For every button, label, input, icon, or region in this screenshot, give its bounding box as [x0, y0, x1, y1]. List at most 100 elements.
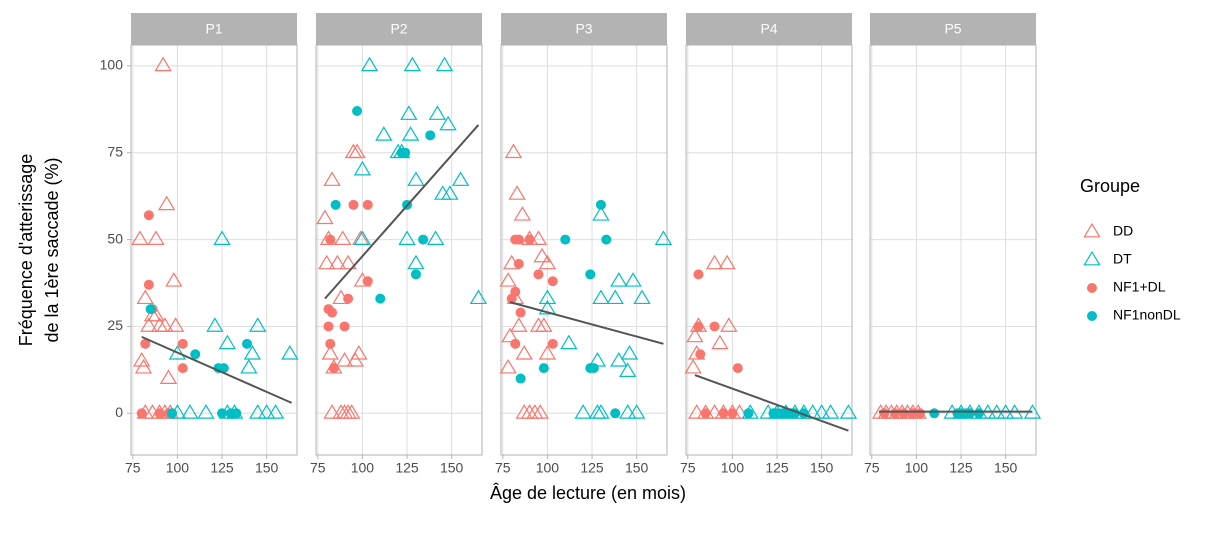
point — [693, 321, 704, 332]
x-tick-label: 125 — [210, 460, 234, 476]
point — [249, 404, 267, 419]
x-tick-label: 125 — [395, 460, 419, 476]
point — [403, 56, 422, 72]
legend-label: DD — [1113, 223, 1133, 239]
point — [343, 293, 354, 304]
point — [327, 307, 338, 318]
point — [134, 358, 153, 374]
point — [499, 358, 517, 374]
y-axis-label: de la 1ère saccade (%) — [42, 157, 62, 342]
point — [213, 230, 231, 245]
point — [136, 408, 147, 419]
point — [418, 234, 429, 245]
point — [426, 230, 445, 245]
x-tick-label: 150 — [255, 460, 279, 476]
point — [610, 272, 628, 287]
point — [328, 254, 347, 270]
x-tick-label: 100 — [351, 460, 375, 476]
y-tick-label: 100 — [100, 57, 124, 73]
point — [510, 338, 521, 349]
point — [510, 317, 528, 332]
point — [348, 143, 366, 159]
point — [145, 304, 156, 315]
point — [684, 358, 702, 374]
panel-background — [686, 45, 852, 455]
point — [560, 334, 578, 350]
point — [879, 408, 890, 419]
point — [140, 317, 158, 332]
point — [633, 289, 651, 305]
point — [727, 408, 738, 419]
y-tick-label: 25 — [107, 317, 123, 333]
point — [914, 408, 925, 419]
point — [610, 408, 621, 419]
point — [330, 199, 341, 210]
x-tick-label: 75 — [125, 460, 141, 476]
point — [513, 258, 524, 269]
point — [281, 345, 299, 360]
point — [407, 254, 425, 270]
point — [158, 195, 176, 211]
x-tick-label: 150 — [440, 460, 464, 476]
strip — [131, 13, 297, 45]
y-tick-label: 0 — [115, 404, 123, 420]
strip-title: P1 — [205, 21, 222, 37]
point — [529, 230, 548, 245]
point — [425, 130, 436, 141]
x-tick-label: 75 — [310, 460, 326, 476]
point — [243, 345, 262, 360]
point — [695, 349, 706, 360]
point — [973, 408, 984, 419]
point — [181, 404, 199, 419]
point — [168, 345, 187, 360]
point — [513, 206, 532, 221]
point — [190, 349, 201, 360]
point — [400, 105, 418, 120]
point — [515, 373, 526, 384]
y-tick-label: 75 — [107, 143, 123, 159]
point — [538, 299, 557, 315]
point — [538, 345, 557, 360]
point — [688, 404, 706, 419]
point — [348, 199, 359, 210]
point — [131, 230, 149, 245]
y-tick-label: 50 — [107, 230, 123, 246]
point — [515, 345, 533, 360]
point — [592, 206, 610, 221]
point — [705, 404, 724, 419]
point — [143, 210, 154, 221]
point — [321, 345, 339, 360]
point — [353, 230, 372, 245]
point — [732, 363, 743, 374]
point — [718, 254, 736, 270]
point — [339, 254, 357, 270]
point — [720, 317, 738, 332]
legend-label: NF1nonDL — [1113, 307, 1181, 323]
point — [177, 338, 188, 349]
point — [362, 276, 373, 287]
point — [240, 358, 258, 374]
point — [353, 160, 372, 176]
y-axis-label: Fréquence d'atterissage — [16, 154, 36, 347]
point — [154, 408, 165, 419]
point — [197, 404, 215, 419]
x-tick-label: 100 — [536, 460, 560, 476]
point — [601, 234, 612, 245]
point — [143, 279, 154, 290]
point — [821, 404, 840, 419]
strip-title: P4 — [760, 21, 777, 37]
point — [325, 234, 336, 245]
strip — [686, 13, 852, 45]
strip-title: P3 — [575, 21, 592, 37]
point — [147, 230, 165, 245]
point — [718, 408, 729, 419]
point — [159, 369, 178, 384]
point — [929, 408, 940, 419]
point — [328, 363, 339, 374]
point — [499, 272, 517, 287]
point — [375, 293, 386, 304]
point — [242, 338, 253, 349]
x-tick-label: 100 — [166, 460, 190, 476]
point — [410, 269, 421, 280]
point — [547, 276, 558, 287]
